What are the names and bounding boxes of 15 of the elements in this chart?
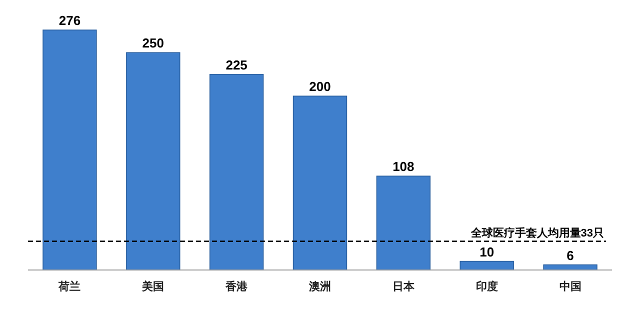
data-label: 276 xyxy=(58,13,81,28)
x-tick-label: 印度 xyxy=(476,280,498,293)
data-label: 250 xyxy=(142,36,164,51)
data-label: 10 xyxy=(480,244,494,260)
data-label: 108 xyxy=(392,159,414,174)
x-tick-label: 荷兰 xyxy=(58,280,81,293)
x-tick-label: 日本 xyxy=(392,280,416,293)
data-label: 225 xyxy=(226,57,248,72)
x-tick-label: 澳洲 xyxy=(308,280,331,293)
x-tick-label: 香港 xyxy=(224,280,249,293)
data-label: 200 xyxy=(309,79,331,94)
data-label: 6 xyxy=(566,248,574,263)
x-tick-label: 中国 xyxy=(559,280,582,293)
ref-line-label: 全球医疗手套人均用量33只 xyxy=(470,226,604,240)
x-tick-label: 美国 xyxy=(141,280,164,293)
